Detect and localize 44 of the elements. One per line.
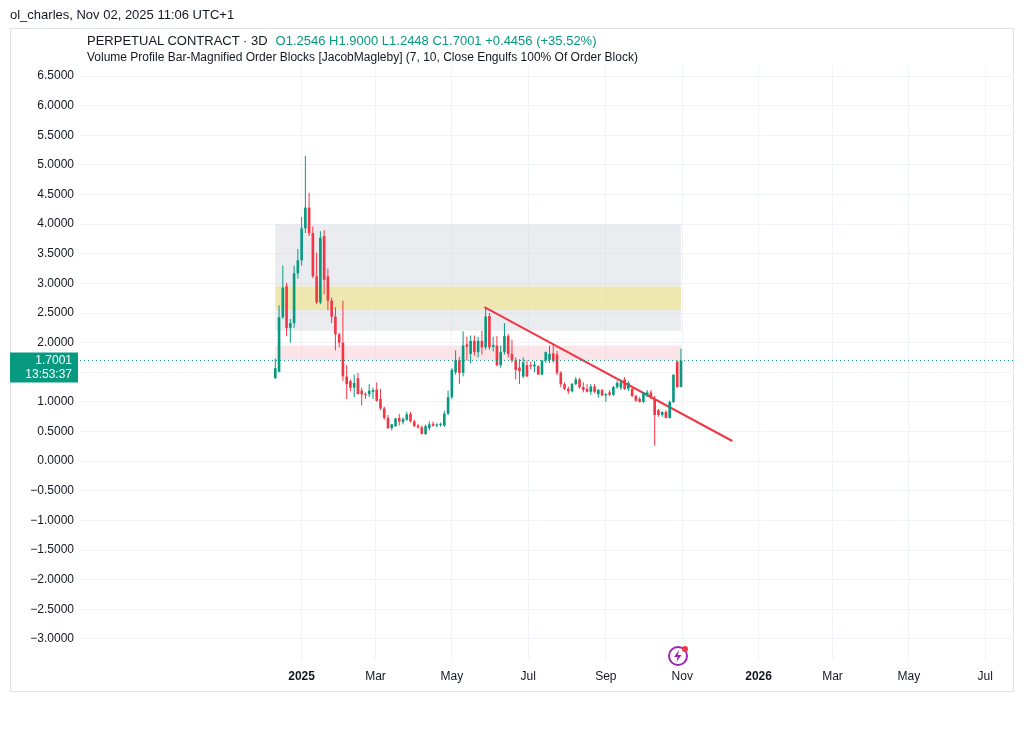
y-tick-label: −0.5000 [30,483,75,498]
candlestick [334,306,337,351]
x-tick-label: Nov [671,669,693,684]
x-tick-label: Jul [977,669,993,684]
x-tick-label: 2026 [745,669,773,684]
candlestick [473,335,476,357]
y-tick-label: 3.5000 [37,246,75,261]
ref-line-label: 1.7001 [35,352,73,367]
y-tick-label: 6.5000 [37,68,75,83]
candlestick [458,356,461,385]
y-tick-label: 4.5000 [37,186,75,201]
x-tick-label: 2025 [288,669,316,684]
y-tick-label: −2.0000 [30,571,75,586]
y-tick-label: −3.0000 [30,631,75,646]
candlestick [352,374,356,398]
y-tick-label: 0.5000 [37,423,75,438]
y-tick-label: −1.5000 [30,542,75,557]
y-tick-label: 2.5000 [37,305,75,320]
y-tick-label: −1.0000 [30,512,75,527]
y-tick-label: 5.0000 [37,157,75,172]
y-tick-label: 6.0000 [37,98,75,112]
chart-title: PERPETUAL CONTRACT · 3D [87,33,268,48]
candlestick [465,336,469,361]
y-tick-label: 5.5000 [37,127,75,142]
text: ol_charles, Nov 02, 2025 11:06 UTC+1 [10,7,235,22]
candlestick [304,155,307,234]
y-tick-label: −2.5000 [30,601,75,616]
y-tick-label: 3.0000 [37,275,75,290]
x-tick-label: May [897,669,921,684]
text: 13:53:37 [25,366,73,381]
x-tick-label: Mar [365,669,386,684]
candlestick [379,388,382,411]
x-tick-label: Sep [595,669,617,684]
x-tick-label: Jul [520,669,536,684]
text: O1.2546 H1.9000 L1.2448 C1.7001 +0.4456 (+35.52%) [275,33,597,48]
candlestick [503,322,506,356]
candlestick [518,358,521,385]
x-tick-label: Mar [822,669,843,684]
y-tick-label: 0.0000 [37,453,75,468]
x-tick-label: May [440,669,464,684]
y-tick-label: 1.0000 [37,394,75,409]
chart-subtitle: Volume Profile Bar-Magnified Order Blocks [JacobMagleby] (7, 10, Close Engulfs 100% Of Order Block) [87,50,638,64]
y-tick-label: 2.0000 [37,334,75,349]
y-tick-label: 4.0000 [37,216,75,231]
